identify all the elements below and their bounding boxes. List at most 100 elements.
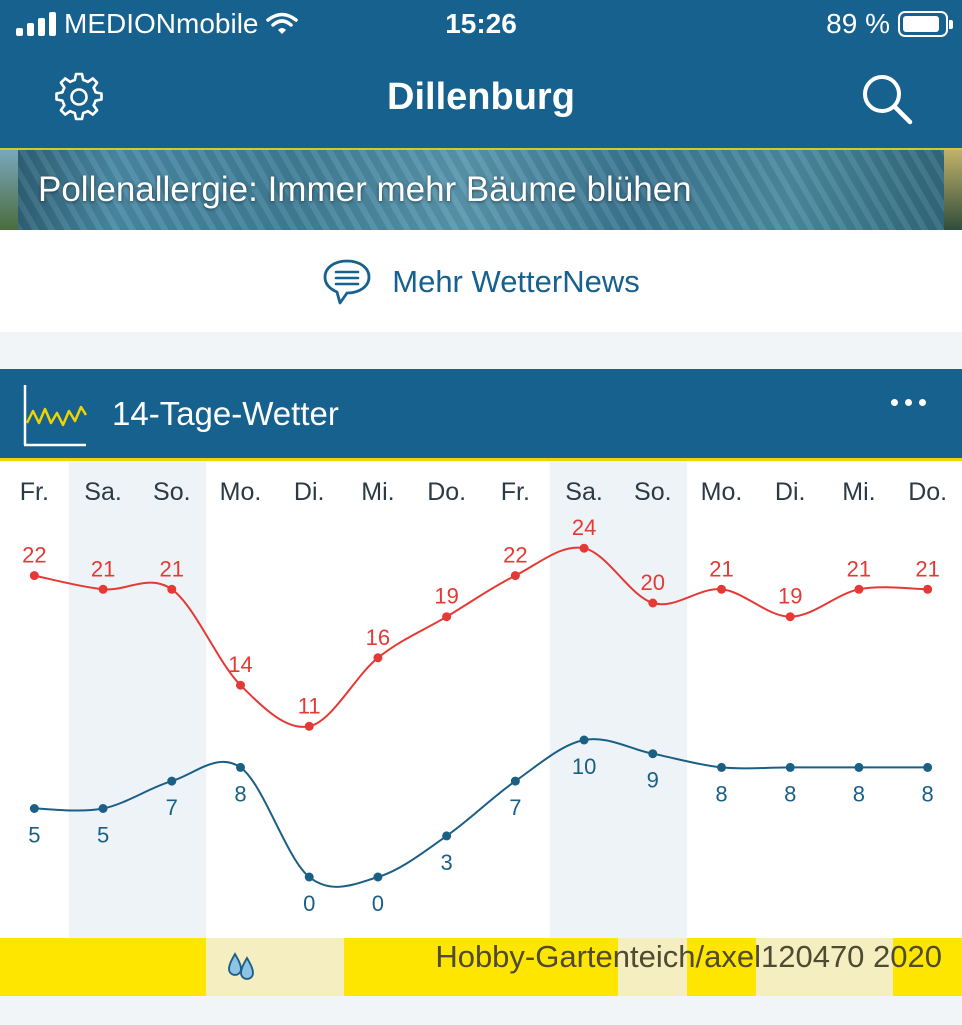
low-temp-point <box>304 872 314 882</box>
high-temp-point <box>717 584 726 594</box>
high-temp-label: 19 <box>434 584 458 609</box>
high-temp-label: 21 <box>847 556 871 581</box>
day-label: Di. <box>775 478 806 506</box>
low-temp-label: 8 <box>922 781 934 806</box>
forecast-chart[interactable]: Fr. Sa. So. Mo. Di. Mi. Do. Fr. Sa. So. Mo. Di. Mi. D… <box>0 461 962 938</box>
banner-image-edge-right <box>944 150 962 230</box>
low-temp-label: 8 <box>853 781 865 806</box>
low-temp-point <box>236 762 245 772</box>
carrier-name: MEDIONmobile <box>64 8 259 39</box>
high-temp-label: 24 <box>572 515 596 540</box>
low-temp-label: 8 <box>234 781 246 806</box>
precipitation-cell <box>824 938 894 996</box>
low-temp-label: 0 <box>372 891 384 916</box>
high-temp-label: 19 <box>778 584 802 609</box>
more-dots-icon[interactable] <box>891 399 926 406</box>
high-temp-point <box>442 612 452 622</box>
low-temp-point <box>29 804 39 813</box>
status-time: 15:26 <box>445 8 517 39</box>
gear-icon[interactable] <box>52 70 106 124</box>
page-title: Dillenburg <box>387 76 575 118</box>
banner-headline: Pollenallergie: Immer mehr Bäume blühen <box>38 170 692 209</box>
high-temp-label: 22 <box>503 543 527 568</box>
high-temp-point <box>373 653 383 663</box>
precipitation-strip: Hobby-Gartenteich/axel120470 2020 <box>0 938 962 996</box>
low-temp-point <box>510 776 520 786</box>
widget-title: 14-Tage-Wetter <box>112 395 339 432</box>
wifi-icon <box>266 12 299 34</box>
high-temp-label: 20 <box>641 570 665 595</box>
high-temp-point <box>785 612 795 622</box>
low-temp-label: 0 <box>303 891 315 916</box>
low-temp-point <box>785 762 795 772</box>
high-temp-label: 21 <box>91 556 115 581</box>
low-temp-label: 9 <box>647 768 659 793</box>
raindrops-icon <box>228 952 254 980</box>
day-label: Di. <box>294 478 325 506</box>
day-label: Do. <box>427 478 466 506</box>
forecast-widget-header: 14-Tage-Wetter <box>0 369 962 461</box>
high-temp-point <box>923 584 933 594</box>
weekend-shade <box>137 461 207 938</box>
high-temp-line <box>34 546 928 728</box>
low-temp-label: 8 <box>715 781 727 806</box>
chart-line-icon <box>23 385 88 447</box>
high-temp-label: 14 <box>228 652 252 677</box>
nav-bar: Dillenburg <box>0 50 962 148</box>
high-temp-label: 11 <box>298 693 321 718</box>
weekend-shade <box>68 461 138 938</box>
high-temp-point <box>648 598 658 608</box>
high-temp-label: 21 <box>709 556 733 581</box>
speech-bubble-icon <box>323 259 371 305</box>
day-label: Do. <box>908 478 947 506</box>
high-temp-point <box>510 571 520 581</box>
weekend-shade <box>618 461 688 938</box>
more-news-label: Mehr WetterNews <box>392 264 640 299</box>
day-label: Fr. <box>501 478 530 506</box>
day-label: Fr. <box>20 478 49 506</box>
banner-image-edge-left <box>0 150 18 230</box>
day-label: Mo. <box>701 478 743 506</box>
high-temp-label: 21 <box>915 556 939 581</box>
day-label: So. <box>153 478 191 506</box>
high-temp-label: 21 <box>160 556 184 581</box>
high-temp-point <box>29 571 39 581</box>
low-temp-point <box>373 872 383 882</box>
high-temp-point <box>98 584 108 594</box>
high-temp-label: 22 <box>22 543 46 568</box>
low-temp-label: 8 <box>784 781 796 806</box>
low-temp-point <box>579 735 589 745</box>
signal-icon <box>16 12 56 36</box>
battery-percent: 89 % <box>826 8 890 39</box>
more-news-button[interactable]: Mehr WetterNews <box>0 258 962 306</box>
temperature-chart: Fr. Sa. So. Mo. Di. Mi. Do. Fr. Sa. So. Mo. Di. Mi. D… <box>20 461 947 938</box>
day-label: Sa. <box>565 478 603 506</box>
precipitation-cell <box>755 938 825 996</box>
weekend-shade <box>549 461 619 938</box>
image-credit: Hobby-Gartenteich/axel120470 2020 <box>435 939 942 974</box>
search-icon[interactable] <box>860 72 914 126</box>
news-banner[interactable]: Pollenallergie: Immer mehr Bäume blühen <box>0 148 962 230</box>
high-temp-point <box>167 584 177 594</box>
day-label: Mi. <box>361 478 394 506</box>
high-temp-point <box>236 680 245 690</box>
low-temp-point <box>717 762 726 772</box>
high-temp-point <box>854 584 864 594</box>
low-temp-label: 10 <box>572 754 596 779</box>
low-temp-label: 5 <box>97 823 109 848</box>
high-temp-label: 16 <box>366 625 390 650</box>
status-left: MEDIONmobile <box>16 8 299 40</box>
low-temp-line <box>34 738 928 888</box>
low-temp-point <box>167 776 177 786</box>
day-label: So. <box>634 478 672 506</box>
low-temp-point <box>648 749 658 759</box>
day-label: Sa. <box>84 478 122 506</box>
low-temp-label: 7 <box>509 795 521 820</box>
low-temp-point <box>442 831 452 841</box>
status-bar: MEDIONmobile 15:26 89 % <box>0 0 962 50</box>
low-temp-point <box>923 762 933 772</box>
high-temp-point <box>304 721 314 731</box>
precipitation-cell <box>618 938 688 996</box>
battery-icon <box>898 11 953 37</box>
news-link-row: Mehr WetterNews <box>0 230 962 332</box>
